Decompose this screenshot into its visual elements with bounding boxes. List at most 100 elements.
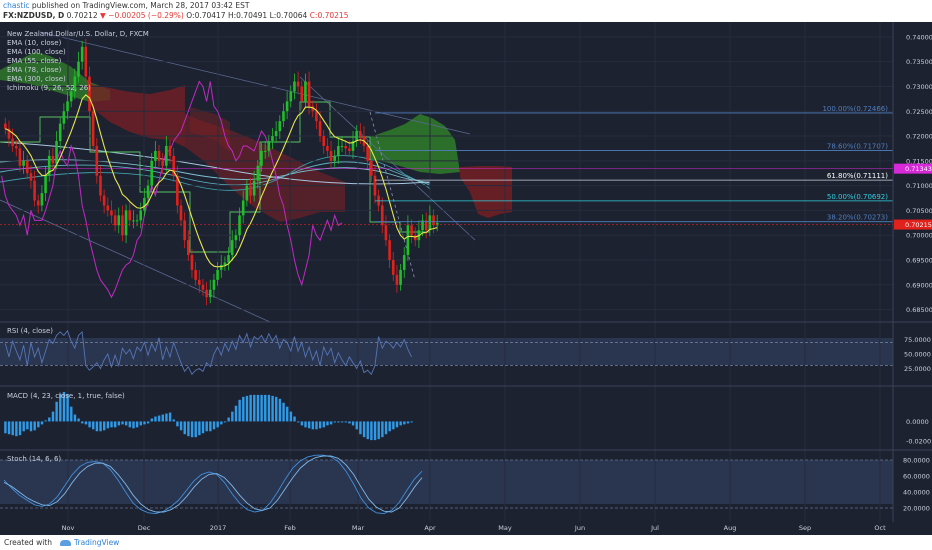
candle-body — [355, 131, 358, 142]
macd-bar — [300, 421, 304, 426]
price-tick-label: 0.73000 — [906, 83, 932, 91]
macd-bar — [406, 421, 410, 424]
candle-body — [318, 121, 322, 137]
macd-bar — [377, 421, 380, 440]
macd-bar — [351, 421, 355, 426]
stoch-title: Stoch (14, 6, 6) — [7, 455, 61, 463]
macd-bar — [22, 421, 25, 432]
candle-body — [293, 81, 296, 92]
macd-bar — [286, 406, 289, 422]
macd-bar — [384, 421, 388, 435]
candle-body — [337, 145, 340, 156]
macd-bar — [359, 421, 362, 435]
last-price: 0.70212 — [66, 11, 98, 20]
candle-body — [55, 141, 58, 164]
candle-body — [234, 235, 238, 241]
macd-bar — [106, 421, 110, 429]
stoch-pane — [0, 454, 893, 515]
chart-area[interactable]: 100.00%(0.72466) 78.60%(0.71707) 61.80%(0.… — [0, 22, 932, 535]
candle-body — [18, 148, 22, 166]
trendline-desc — [299, 76, 476, 241]
macd-bar — [275, 396, 278, 422]
price-tick-label: 0.70000 — [906, 232, 932, 240]
candle-body — [88, 76, 91, 112]
stoch-tick-label: 20.0000 — [903, 505, 930, 513]
candle-body — [165, 145, 168, 166]
macd-bar — [168, 412, 172, 422]
x-tick-label: May — [498, 524, 512, 532]
macd-bar — [205, 421, 208, 432]
candle-body — [322, 136, 326, 146]
macd-bar — [322, 421, 326, 428]
macd-bar — [366, 421, 369, 440]
candle-body — [413, 235, 417, 241]
macd-bar — [264, 394, 267, 422]
candle-body — [326, 145, 329, 151]
chart-svg[interactable]: 100.00%(0.72466) 78.60%(0.71707) 61.80%(0.… — [0, 22, 932, 535]
rsi-tick-label: 75.0000 — [904, 336, 931, 344]
price-tick-label: 0.73500 — [906, 58, 932, 66]
cloud-green-1 — [0, 52, 110, 102]
candle-body — [274, 131, 278, 137]
macd-bar — [48, 417, 51, 422]
candle-body — [176, 175, 179, 206]
candle-body — [428, 215, 432, 231]
tradingview-brand: TradingView — [74, 538, 120, 547]
macd-bar — [326, 421, 329, 426]
macd-bar — [289, 411, 293, 422]
candle-body — [399, 269, 402, 285]
candle-body — [143, 198, 146, 211]
candle-body — [285, 101, 289, 112]
candle-body — [14, 145, 18, 149]
price-tick-label: 0.69000 — [906, 281, 932, 289]
macd-bar — [179, 421, 183, 431]
legend-ema10: EMA (10, close) — [7, 39, 62, 47]
x-tick-label: Jun — [574, 524, 585, 532]
created-with: Created with — [4, 538, 52, 547]
candle-body — [373, 175, 377, 196]
macd-bar — [337, 421, 340, 423]
candle-body — [139, 210, 143, 221]
macd-tick-label: -0.0200 — [906, 438, 931, 446]
price-tick-label: 0.69500 — [906, 257, 932, 265]
candle-body — [216, 269, 219, 280]
rsi-band-bg — [0, 338, 893, 365]
candle-body — [190, 255, 194, 270]
macd-bar — [187, 421, 190, 437]
candle-body — [66, 101, 69, 112]
macd-bar — [51, 411, 55, 422]
macd-bar — [7, 421, 11, 435]
candle-body — [73, 76, 77, 92]
chikou-line — [1, 80, 343, 299]
macd-title: MACD (4, 23, close, 1, true, false) — [7, 392, 125, 400]
fib-label: 50.00%(0.70692) — [827, 193, 888, 201]
x-tick-label: Feb — [284, 524, 296, 532]
candle-body — [227, 255, 230, 263]
candle-body — [256, 165, 260, 181]
ohlc-open: O:0.70417 — [186, 11, 226, 20]
macd-bar — [18, 421, 22, 436]
kijun-line — [0, 101, 430, 253]
candle-body — [205, 289, 208, 298]
candle-body — [406, 225, 410, 256]
top-bar: chastic published on TradingView.com, Ma… — [0, 0, 932, 22]
footer: Created with TradingView — [0, 535, 932, 550]
price-tick-label: 0.74000 — [906, 33, 932, 41]
author-link[interactable]: chastic — [3, 1, 30, 10]
stoch-polyline — [3, 454, 423, 515]
price-tick-label: 0.71500 — [906, 157, 932, 165]
macd-bar — [333, 421, 336, 423]
legend-ema55: EMA (55, close) — [7, 57, 62, 65]
macd-bar — [223, 421, 227, 423]
candle-body — [402, 255, 406, 270]
macd-bar — [198, 421, 201, 436]
macd-bar — [392, 421, 395, 430]
macd-bar — [190, 421, 194, 438]
ichimoku-cloud — [0, 52, 512, 222]
candle-body — [121, 215, 124, 236]
macd-bar — [55, 401, 58, 422]
macd-bar — [15, 421, 18, 437]
candle-body — [271, 136, 274, 142]
candle-body — [150, 160, 153, 186]
tradingview-link[interactable]: TradingView — [60, 538, 119, 547]
